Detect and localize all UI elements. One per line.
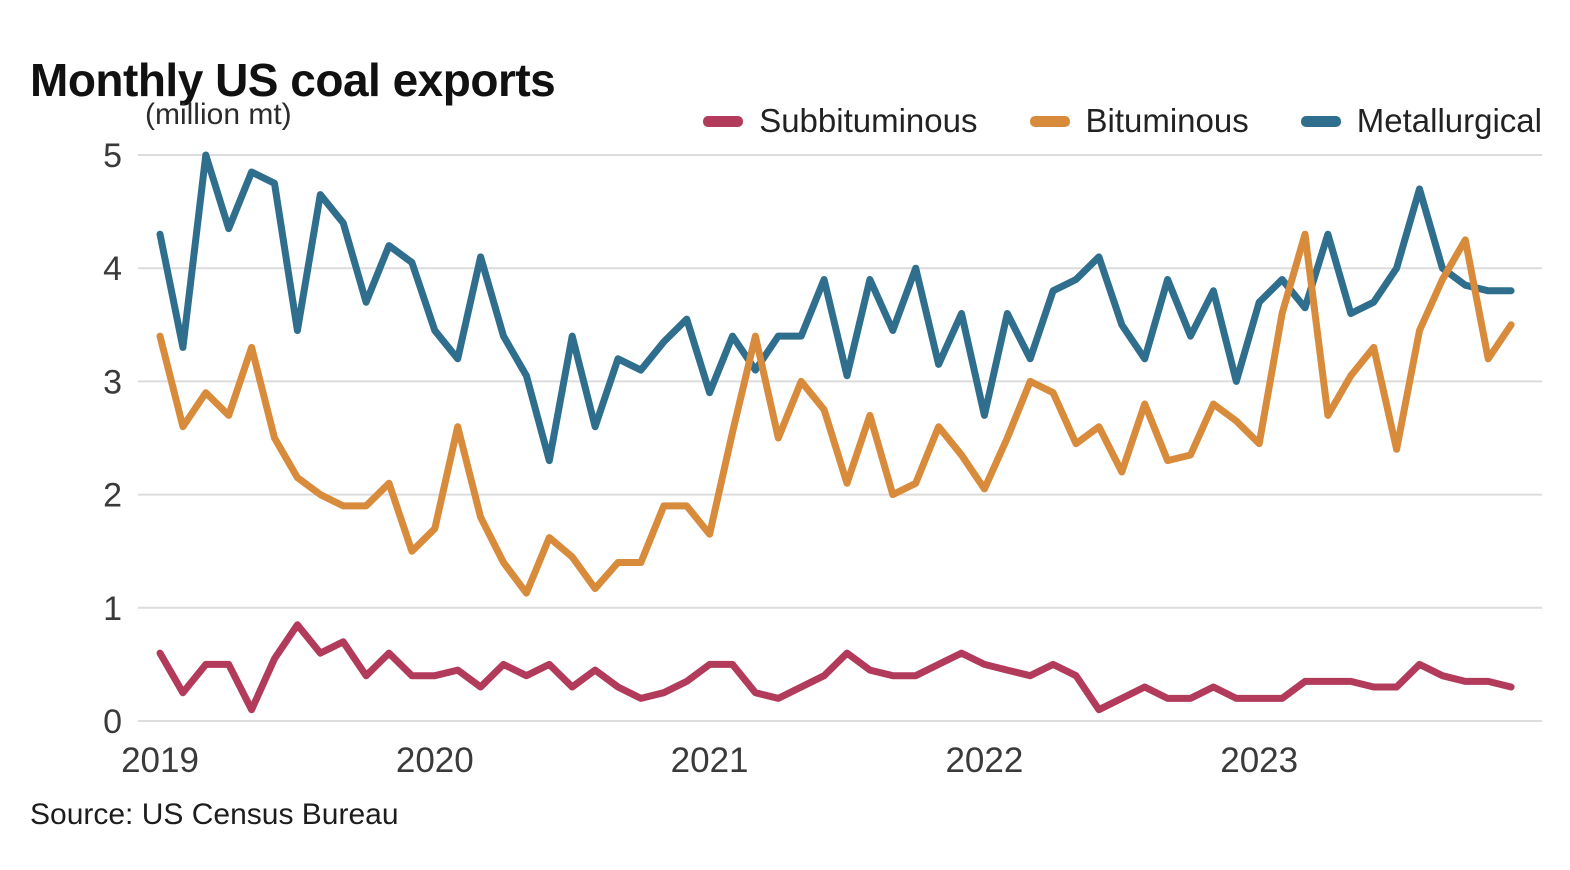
subbituminous-swatch-icon xyxy=(703,115,744,127)
source-attribution: Source: US Census Bureau xyxy=(30,798,399,831)
x-tick-label: 2020 xyxy=(396,741,474,780)
x-tick-label: 2019 xyxy=(121,741,199,780)
x-tick-label: 2021 xyxy=(671,741,749,780)
series-line-metallurgical xyxy=(156,151,1515,465)
y-tick-label: 4 xyxy=(103,250,122,288)
legend-item-subbituminous: Subbituminous xyxy=(703,102,978,140)
metallurgical-swatch-icon xyxy=(1300,115,1341,127)
y-axis-labels: 0 1 2 3 4 5 xyxy=(103,137,122,741)
x-tick-label: 2023 xyxy=(1220,741,1298,780)
x-axis-labels: 2019 2020 2021 2022 2023 xyxy=(121,741,1298,780)
legend-item-metallurgical: Metallurgical xyxy=(1300,102,1542,140)
bituminous-swatch-icon xyxy=(1029,115,1070,127)
legend-label-bituminous: Bituminous xyxy=(1085,102,1249,139)
chart-legend: Subbituminous Bituminous Metallurgical xyxy=(703,102,1542,140)
y-tick-label: 1 xyxy=(103,590,122,628)
y-tick-label: 2 xyxy=(103,477,122,515)
y-tick-label: 0 xyxy=(103,703,122,741)
series-line-subbituminous xyxy=(156,621,1515,714)
y-axis-units-label: (million mt) xyxy=(145,98,292,131)
legend-label-subbituminous: Subbituminous xyxy=(759,102,978,139)
y-tick-label: 5 xyxy=(103,137,122,175)
x-tick-label: 2022 xyxy=(945,741,1023,780)
legend-label-metallurgical: Metallurgical xyxy=(1356,102,1542,139)
y-tick-label: 3 xyxy=(103,363,122,401)
legend-item-bituminous: Bituminous xyxy=(1029,102,1249,140)
page-title: Monthly US coal exports xyxy=(30,53,556,106)
y-gridlines xyxy=(138,154,1542,722)
series-line-bituminous xyxy=(156,230,1515,597)
